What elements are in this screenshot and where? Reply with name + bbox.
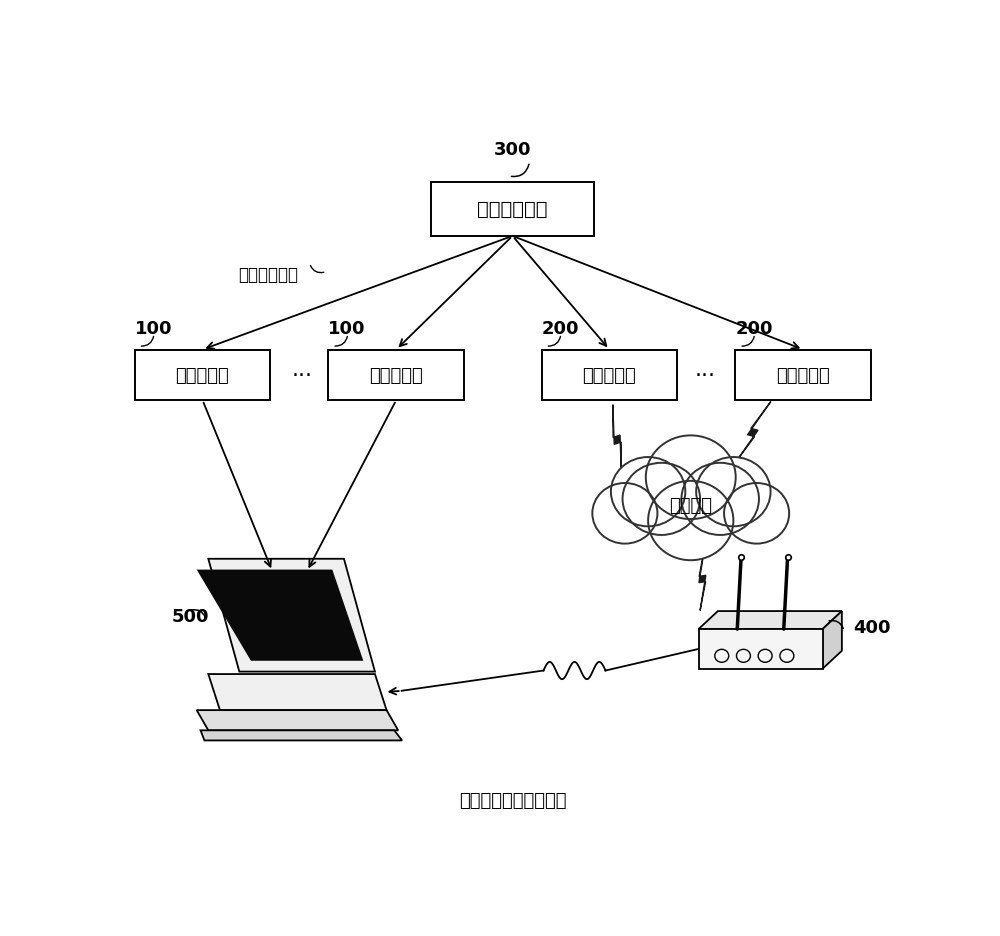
Text: 无线网络: 无线网络 xyxy=(669,496,712,514)
Text: 500: 500 xyxy=(172,607,209,626)
Polygon shape xyxy=(197,570,363,661)
FancyBboxPatch shape xyxy=(431,183,594,237)
Text: 聚合的无线传感器信号: 聚合的无线传感器信号 xyxy=(459,792,566,810)
Polygon shape xyxy=(822,611,842,669)
Circle shape xyxy=(611,458,685,527)
Circle shape xyxy=(592,484,657,544)
Text: 300: 300 xyxy=(494,141,531,159)
Text: ···: ··· xyxy=(694,365,715,386)
Text: 无线传感器: 无线传感器 xyxy=(582,366,636,385)
Text: 无线传感器: 无线传感器 xyxy=(776,366,830,385)
Circle shape xyxy=(623,463,700,535)
Polygon shape xyxy=(699,548,706,611)
Polygon shape xyxy=(613,405,621,475)
FancyBboxPatch shape xyxy=(135,350,270,401)
Polygon shape xyxy=(197,710,398,731)
Circle shape xyxy=(724,484,789,544)
Text: 200: 200 xyxy=(542,319,579,338)
FancyBboxPatch shape xyxy=(328,350,464,401)
Circle shape xyxy=(681,463,759,535)
Text: 100: 100 xyxy=(328,319,366,338)
Text: 摄像机装置: 摄像机装置 xyxy=(176,366,229,385)
Text: 200: 200 xyxy=(735,319,773,338)
FancyBboxPatch shape xyxy=(542,350,677,401)
Polygon shape xyxy=(208,674,387,710)
FancyBboxPatch shape xyxy=(735,350,871,401)
Text: 400: 400 xyxy=(854,619,891,636)
Polygon shape xyxy=(735,402,771,464)
Text: 100: 100 xyxy=(135,319,172,338)
Text: 基准时间信息: 基准时间信息 xyxy=(238,266,298,284)
Text: 摄像机装置: 摄像机装置 xyxy=(369,366,423,385)
Circle shape xyxy=(646,436,736,519)
Text: 零点设定装置: 零点设定装置 xyxy=(477,200,548,219)
Polygon shape xyxy=(208,559,375,672)
Polygon shape xyxy=(698,611,842,629)
Polygon shape xyxy=(201,731,402,740)
Text: ···: ··· xyxy=(291,365,312,386)
Circle shape xyxy=(696,458,771,527)
Circle shape xyxy=(648,481,733,561)
FancyBboxPatch shape xyxy=(698,629,822,669)
